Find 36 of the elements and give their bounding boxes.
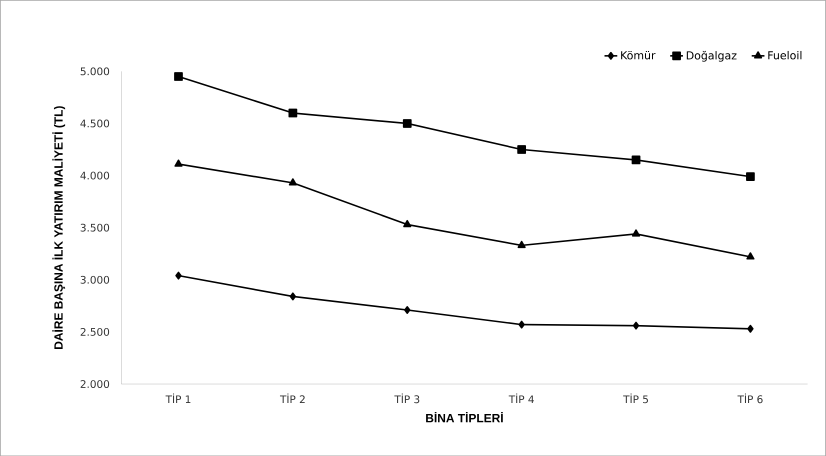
legend-label: Kömür <box>621 50 656 60</box>
point <box>632 155 640 164</box>
point <box>402 118 412 128</box>
x-tick-label: TİP 4 <box>508 393 534 403</box>
x-axis-title: BİNA TİPLERİ <box>426 412 503 422</box>
y-tick-label: 4.000 <box>80 171 110 180</box>
y-tick-label: 5.000 <box>80 67 110 76</box>
point <box>746 252 754 260</box>
x-tick-label: TİP 3 <box>394 393 420 404</box>
y-tick-label: 3.000 <box>80 276 110 284</box>
point <box>404 306 410 314</box>
legend-label: Fueloil <box>768 50 802 60</box>
y-tick-label: 2.500 <box>80 328 110 336</box>
point <box>288 178 297 186</box>
point <box>518 320 525 328</box>
point <box>746 172 755 181</box>
x-tick-label: TİP 5 <box>623 393 648 404</box>
x-tick-label: TİP 1 <box>166 393 190 403</box>
legend-label: Doğalgaz <box>686 50 737 62</box>
point <box>632 321 640 330</box>
point <box>290 292 296 300</box>
y-tick-label: 2.000 <box>80 380 110 388</box>
y-tick-label: 3.500 <box>80 224 110 232</box>
point <box>517 144 526 154</box>
y-axis-title: DAİRE BAŞINA İLK YATIRIM MALİYETİ (TL) <box>52 106 66 349</box>
point <box>518 240 526 248</box>
x-tick-label: TİP 6 <box>738 393 763 404</box>
point <box>288 108 298 118</box>
point <box>747 324 754 333</box>
y-tick-label: 4.500 <box>80 119 110 128</box>
point <box>403 220 412 228</box>
point <box>174 72 183 81</box>
point <box>175 271 182 280</box>
point <box>174 159 183 167</box>
x-tick-label: TİP 2 <box>280 393 305 403</box>
point <box>632 229 640 236</box>
